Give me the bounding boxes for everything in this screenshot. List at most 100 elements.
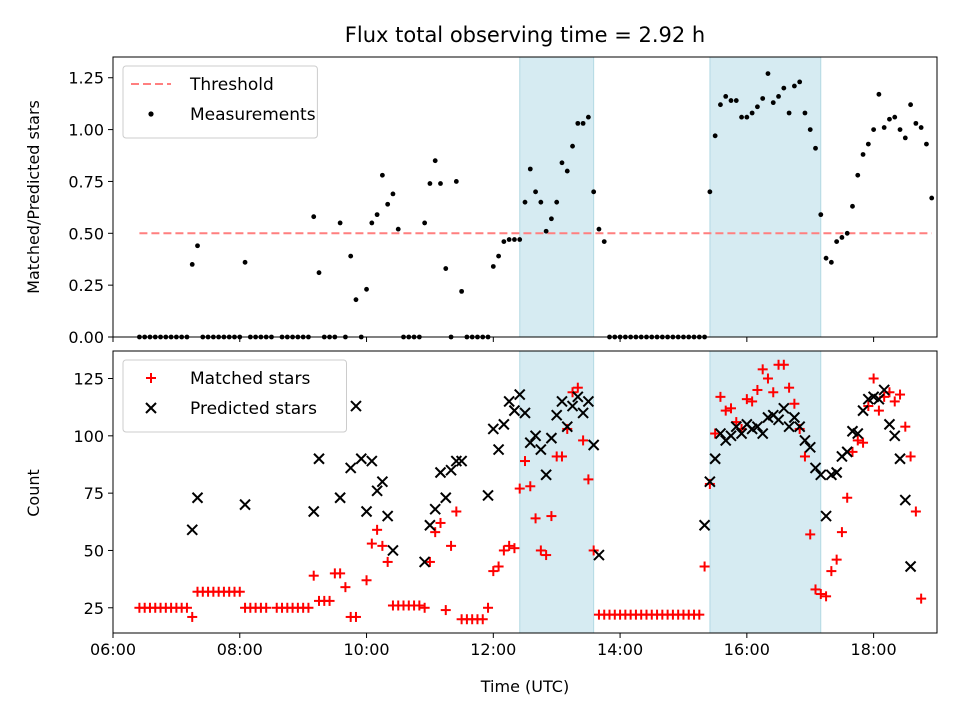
bottom-series-0-point bbox=[488, 566, 499, 577]
bottom-series-1-point bbox=[387, 544, 399, 557]
top-series-0-point bbox=[733, 98, 739, 103]
bottom-series-1-point bbox=[889, 430, 901, 442]
bottom-series-0-point bbox=[810, 584, 821, 595]
bottom-series-1-point bbox=[793, 420, 806, 433]
bottom-series-1-point bbox=[514, 388, 526, 401]
top-y-tick-label: 0.50 bbox=[68, 224, 104, 243]
bottom-series-1-point-b bbox=[857, 404, 869, 417]
bottom-series-1-point bbox=[376, 475, 389, 488]
bottom-series-0-point bbox=[372, 524, 383, 535]
bottom-panel-x-axis-label: Time (UTC) bbox=[480, 677, 569, 696]
top-series-0-point bbox=[802, 110, 808, 116]
top-series-0-point bbox=[755, 104, 760, 110]
bottom-series-0-point bbox=[715, 391, 726, 402]
bottom-series-1-point-b bbox=[593, 549, 605, 561]
bottom-series-1-point bbox=[704, 475, 716, 488]
top-y-tick-label: 0.00 bbox=[68, 328, 104, 347]
top-series-0-point bbox=[596, 226, 602, 232]
bottom-series-1-point bbox=[334, 492, 346, 504]
bottom-series-1-point-b bbox=[434, 466, 447, 479]
bottom-series-1-point-b bbox=[894, 453, 906, 465]
bottom-series-1-point bbox=[725, 430, 737, 442]
bottom-series-1-point-b bbox=[360, 505, 373, 518]
bottom-series-1-point-b bbox=[561, 420, 573, 433]
bottom-series-1-point bbox=[429, 503, 441, 515]
bottom-series-0-point bbox=[720, 405, 731, 416]
bottom-series-0-point bbox=[435, 517, 446, 528]
bottom-series-0-point bbox=[836, 527, 847, 538]
top-series-0-point bbox=[369, 220, 375, 226]
bottom-series-0-point bbox=[916, 593, 927, 604]
bottom-series-0-point bbox=[910, 506, 921, 517]
bottom-series-1-point-b bbox=[350, 400, 362, 412]
bottom-series-1-point bbox=[556, 395, 568, 408]
bottom-series-0-point bbox=[710, 428, 721, 439]
top-series-0-point bbox=[490, 264, 496, 269]
bottom-series-1-point bbox=[809, 462, 822, 474]
top-series-0-point bbox=[707, 189, 713, 195]
bottom-series-1-point-b bbox=[735, 427, 748, 440]
bottom-series-1-point bbox=[714, 427, 727, 440]
bottom-series-1-point-b bbox=[756, 427, 769, 440]
bottom-series-1-point bbox=[313, 453, 325, 465]
bottom-series-1-point-b bbox=[867, 391, 880, 403]
top-series-0-point bbox=[390, 191, 396, 197]
bottom-series-1-point-b bbox=[809, 462, 822, 474]
bottom-series-1-point bbox=[308, 505, 320, 518]
bottom-series-1-point-b bbox=[440, 492, 452, 504]
bottom-series-0-point bbox=[234, 586, 245, 597]
bottom-y-tick-label: 25 bbox=[84, 599, 104, 618]
bottom-series-1-point-b bbox=[424, 519, 436, 531]
bottom-series-1-point-b bbox=[487, 423, 500, 435]
bottom-series-1-point-b bbox=[778, 402, 790, 415]
top-series-0-point bbox=[242, 259, 248, 265]
top-series-0-point bbox=[744, 114, 750, 120]
bottom-series-1-point bbox=[582, 395, 595, 408]
bottom-series-1-point-b bbox=[524, 437, 536, 449]
bottom-series-1-point-b bbox=[889, 430, 901, 442]
bottom-series-0-point bbox=[821, 591, 832, 602]
top-series-0-point bbox=[844, 230, 850, 236]
bottom-legend-label: Predicted stars bbox=[190, 399, 317, 419]
bottom-series-0-point bbox=[578, 435, 589, 446]
bottom-series-0-point bbox=[424, 556, 435, 567]
bottom-series-0-point bbox=[498, 545, 509, 556]
top-axes-frame bbox=[112, 56, 938, 338]
bottom-series-0-point bbox=[530, 513, 541, 524]
top-series-0-point bbox=[316, 270, 322, 276]
top-series-0-point bbox=[871, 127, 877, 132]
bottom-series-1-point-b bbox=[498, 418, 510, 431]
bottom-series-1-point-b bbox=[572, 391, 584, 403]
bottom-series-1-point-b bbox=[730, 420, 742, 433]
bottom-series-0-point bbox=[340, 582, 351, 593]
top-series-0-point bbox=[353, 297, 359, 303]
top-series-0-point bbox=[739, 114, 744, 120]
bottom-series-1-point bbox=[804, 441, 816, 453]
bottom-series-0-point bbox=[778, 359, 789, 370]
top-legend-label: Threshold bbox=[189, 75, 274, 95]
top-series-0-point bbox=[453, 179, 459, 184]
top-series-0-point bbox=[459, 288, 465, 294]
bottom-series-1-point bbox=[529, 430, 542, 442]
bottom-series-1-point-b bbox=[535, 443, 547, 456]
bottom-series-1-point-b bbox=[239, 498, 251, 511]
bottom-panel-y-axis-label: Count bbox=[24, 469, 43, 517]
bottom-series-1-point bbox=[492, 443, 505, 456]
bottom-series-0-point bbox=[583, 474, 594, 485]
top-series-0-point bbox=[364, 286, 369, 292]
top-shaded-interval-1 bbox=[709, 56, 822, 338]
bottom-series-1-point-b bbox=[445, 464, 457, 476]
bottom-legend-box bbox=[122, 359, 347, 433]
top-series-0-point bbox=[892, 114, 898, 120]
bottom-series-1-point bbox=[487, 423, 500, 435]
bottom-series-1-point-b bbox=[550, 409, 563, 421]
bottom-series-0-point bbox=[831, 554, 842, 565]
bottom-series-1-point bbox=[894, 453, 906, 465]
top-y-tick-label: 1.00 bbox=[68, 121, 104, 140]
bottom-series-0-point bbox=[308, 570, 319, 581]
bottom-series-1-point bbox=[878, 384, 890, 396]
bottom-series-1-point-b bbox=[820, 510, 832, 522]
bottom-y-tick-label: 50 bbox=[84, 541, 104, 560]
bottom-series-1-point-b bbox=[308, 505, 320, 518]
top-series-0-point bbox=[559, 160, 565, 166]
